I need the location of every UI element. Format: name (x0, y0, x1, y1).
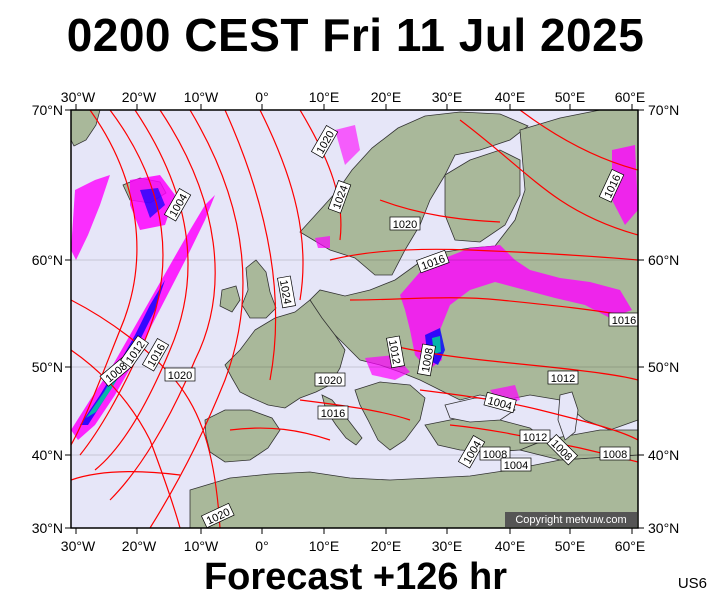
map-title: 0200 CEST Fri 11 Jul 2025 (66, 9, 645, 61)
lon-label: 40°E (495, 538, 526, 554)
isobar-label: 1020 (168, 370, 192, 382)
lon-label: 40°E (495, 89, 526, 105)
lon-label: 10°E (309, 538, 340, 554)
lat-label: 70°N (648, 102, 679, 118)
lat-label: 60°N (32, 252, 63, 268)
isobar-label: 1012 (523, 432, 547, 444)
lat-labels-left: 70°N 60°N 50°N 40°N 30°N (32, 102, 63, 536)
lon-label: 20°W (122, 89, 157, 105)
map-code: US6 (677, 575, 707, 592)
lon-label: 60°E (615, 89, 646, 105)
caspian-sea (557, 391, 579, 441)
lat-label: 60°N (648, 252, 679, 268)
lat-label: 50°N (648, 359, 679, 375)
lon-label: 10°W (184, 538, 219, 554)
lat-label: 50°N (32, 359, 63, 375)
lon-label: 30°W (61, 89, 96, 105)
lon-label: 50°E (555, 538, 586, 554)
graticule (71, 259, 638, 456)
isobar-label: 1020 (393, 219, 417, 231)
forecast-label: Forecast +126 hr (203, 556, 508, 598)
isobar-label: 1016 (612, 315, 636, 327)
lon-label: 30°W (61, 538, 96, 554)
lat-label: 70°N (32, 102, 63, 118)
isobar-label: 1004 (504, 460, 528, 472)
isobar-label: 1012 (386, 339, 402, 365)
lon-label: 0° (255, 538, 268, 554)
isobar-label: 1012 (551, 373, 575, 385)
lon-label: 10°W (184, 89, 219, 105)
lon-label: 0° (255, 89, 268, 105)
lon-label: 60°E (615, 538, 646, 554)
lat-label: 30°N (32, 520, 63, 536)
lat-label: 30°N (648, 520, 679, 536)
lon-label: 10°E (309, 89, 340, 105)
lon-label: 30°E (432, 89, 463, 105)
lat-label: 40°N (32, 447, 63, 463)
isobar-label: 1020 (318, 375, 342, 387)
lon-label: 20°W (122, 538, 157, 554)
copyright-text: Copyright metvuw.com (515, 514, 626, 526)
lon-label: 30°E (432, 538, 463, 554)
isobar-label: 1024 (277, 279, 293, 305)
lon-labels-top: 30°W 20°W 10°W 0° 10°E 20°E 30°E 40°E 50… (61, 89, 645, 105)
isobar-label: 1016 (321, 408, 345, 420)
isobar-label: 1008 (420, 347, 436, 373)
lon-label: 20°E (371, 89, 402, 105)
map-frame (70, 109, 639, 529)
isobars (71, 110, 638, 528)
isobar-label: 1008 (603, 449, 627, 461)
tick-marks (65, 104, 644, 534)
lon-labels-bottom: 30°W 20°W 10°W 0° 10°E 20°E 30°E 40°E 50… (61, 538, 645, 554)
lat-label: 40°N (648, 447, 679, 463)
lon-label: 50°E (555, 89, 586, 105)
copyright-box (505, 512, 637, 527)
lon-label: 20°E (371, 538, 402, 554)
lat-labels-right: 70°N 60°N 50°N 40°N 30°N (648, 102, 679, 536)
